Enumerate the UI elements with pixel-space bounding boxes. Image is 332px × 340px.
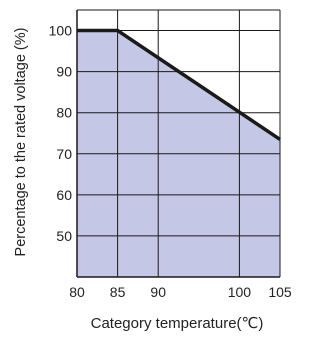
x-axis-label: Category temperature(℃) <box>91 315 264 332</box>
x-tick-label: 105 <box>268 284 292 300</box>
x-tick-label: 100 <box>228 284 252 300</box>
x-tick-label: 90 <box>150 284 166 300</box>
y-tick-label: 60 <box>56 187 72 203</box>
y-axis-label: Percentage to the rated voltage (%) <box>13 28 29 257</box>
y-tick-label: 70 <box>56 146 72 162</box>
y-tick-label: 80 <box>56 105 72 121</box>
x-tick-label: 85 <box>110 284 126 300</box>
x-tick-label: 80 <box>69 284 85 300</box>
y-tick-label: 100 <box>49 23 73 39</box>
y-tick-label: 90 <box>56 64 72 80</box>
y-tick-label: 50 <box>56 228 72 244</box>
plot-area: 50 60 70 80 90 100 80 85 90 100 105 <box>49 10 292 300</box>
